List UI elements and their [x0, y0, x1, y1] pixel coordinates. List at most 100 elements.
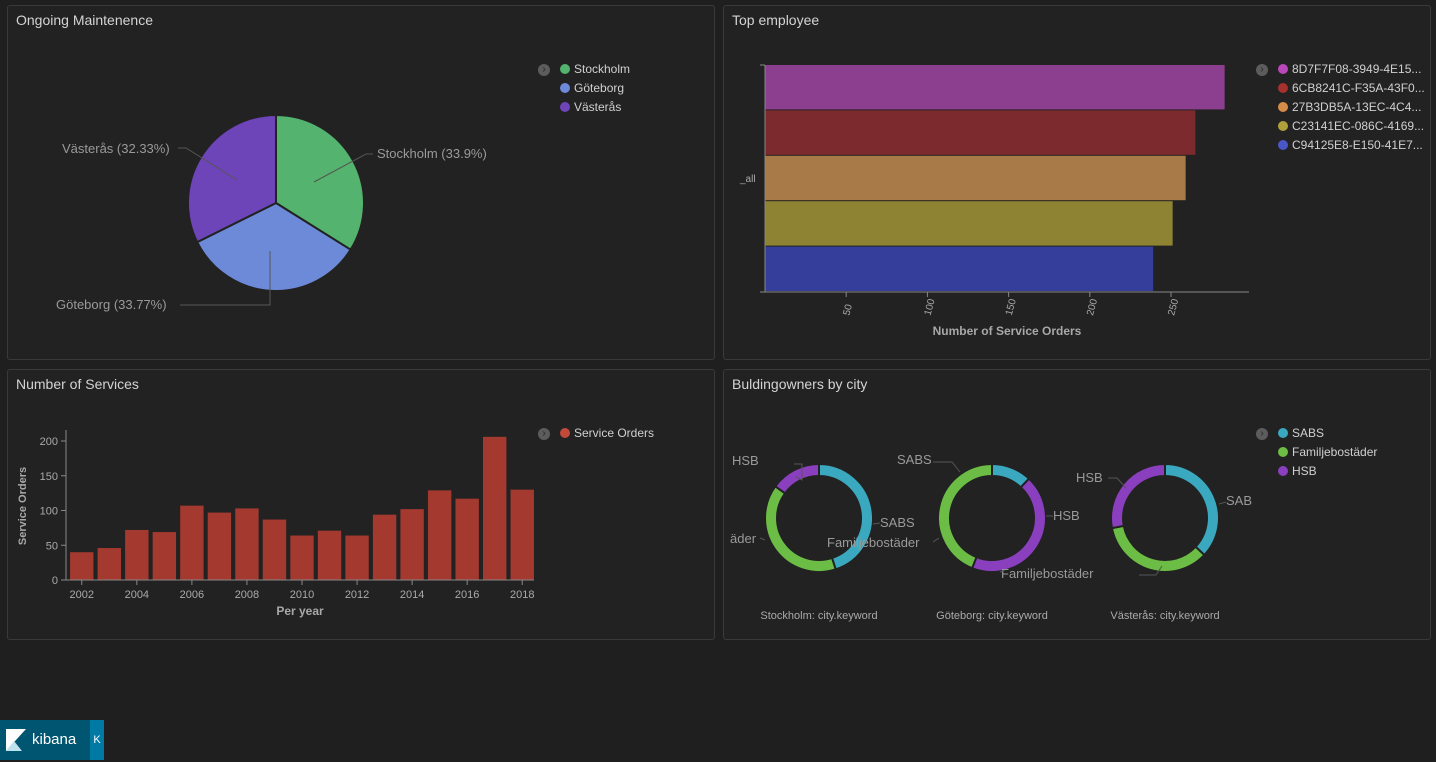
pie-slice	[187, 113, 277, 244]
legend-dot	[1278, 64, 1288, 74]
legend-dot	[1278, 102, 1288, 112]
donut-slice	[1164, 462, 1220, 557]
legend-toggle-icon[interactable]: ›	[538, 428, 550, 440]
bar	[765, 65, 1225, 110]
legend-item[interactable]: 8D7F7F08-3949-4E15...	[1278, 62, 1421, 76]
slice-label: SABS	[897, 452, 932, 467]
donut-caption: Stockholm: city.keyword	[760, 610, 877, 622]
legend-toggle-icon[interactable]: ›	[1256, 64, 1268, 76]
x-axis-title: Number of Service Orders	[933, 324, 1082, 338]
bar	[290, 535, 314, 580]
leader-line	[1108, 477, 1127, 489]
legend-dot	[1278, 466, 1288, 476]
slice-label: Familjebostäder	[1001, 566, 1094, 581]
kibana-label: kibana	[32, 731, 77, 748]
x-tick-label: 2004	[125, 589, 149, 601]
bar	[510, 489, 534, 580]
legend-dot	[1278, 83, 1288, 93]
leader-line	[872, 522, 881, 525]
y-tick-label: 150	[40, 471, 58, 483]
legend-label: Stockholm	[574, 62, 631, 76]
donut-slice	[773, 462, 820, 495]
bar	[180, 505, 204, 580]
y-tick-label: 0	[52, 575, 58, 587]
bar	[70, 552, 94, 580]
bar	[765, 155, 1186, 201]
leader-line	[759, 537, 766, 541]
y-tick-label: 100	[40, 506, 58, 518]
panel-title: Top employee	[732, 12, 820, 28]
panel-title: Buldingowners by city	[732, 376, 868, 392]
legend-label: Västerås	[574, 100, 622, 114]
bar	[207, 512, 232, 580]
leader-line	[794, 463, 803, 481]
x-tick-label: 2010	[290, 589, 314, 601]
legend-dot	[560, 102, 570, 112]
y-axis-title: Service Orders	[17, 467, 29, 545]
leader-line	[180, 251, 271, 306]
donut-slice	[937, 462, 993, 570]
slice-label: HSB	[1053, 508, 1080, 523]
legend-toggle-icon[interactable]: ›	[1256, 428, 1268, 440]
slice-label: äder	[730, 531, 757, 546]
slice-label: Västerås (32.33%)	[62, 141, 170, 156]
x-tick-label: 50	[841, 303, 855, 317]
donut-slice	[818, 462, 874, 571]
collapse-nav-button[interactable]: K	[90, 720, 104, 760]
donut-slice	[764, 484, 837, 573]
legend-dot	[560, 83, 570, 93]
legend-label: Service Orders	[574, 426, 655, 440]
donut-slice	[1110, 524, 1206, 573]
x-tick-label: 2012	[345, 589, 369, 601]
legend-item[interactable]: C94125E8-E150-41E7...	[1278, 138, 1423, 152]
legend-item[interactable]: Service Orders	[560, 426, 654, 440]
legend-item[interactable]: Göteborg	[560, 81, 624, 95]
legend-item[interactable]: HSB	[1278, 464, 1317, 478]
legend-item[interactable]: 27B3DB5A-13EC-4C4...	[1278, 100, 1421, 114]
donut-slice	[1110, 462, 1166, 530]
x-tick-label: 2002	[70, 589, 94, 601]
legend-item[interactable]: C23141EC-086C-4169...	[1278, 119, 1424, 133]
y-tick-label: 200	[40, 436, 58, 448]
legend-item[interactable]: Stockholm	[560, 62, 630, 76]
donut-slice	[970, 477, 1047, 573]
bar	[262, 519, 287, 580]
x-tick-label: 2014	[400, 589, 424, 601]
legend-dot	[560, 64, 570, 74]
leader-line	[178, 147, 238, 181]
legend-item[interactable]: 6CB8241C-F35A-43F0...	[1278, 81, 1425, 95]
bar	[455, 498, 479, 580]
legend-item[interactable]: Västerås	[560, 100, 621, 114]
panel-title: Number of Services	[16, 376, 139, 392]
panel-ongoing-maintenence: Ongoing Maintenence Stockholm (33.9%) Göt…	[7, 5, 715, 360]
bar	[235, 508, 259, 580]
x-tick-label: 2018	[510, 589, 534, 601]
x-tick-label: 2006	[180, 589, 204, 601]
bar	[765, 246, 1154, 291]
x-tick-label: 200	[1085, 297, 1100, 316]
vertical-bar-chart: 0 50 100 150 200 2002 2004 2006 2008 2010 2012 2014…	[17, 430, 534, 618]
bar	[427, 490, 452, 580]
slice-label: HSB	[732, 453, 759, 468]
legend-item[interactable]: SABS	[1278, 426, 1324, 440]
panel-top-employee: Top employee _all 50 100 150 200 250 Number of…	[723, 5, 1431, 360]
x-tick-label: 250	[1166, 297, 1181, 316]
legend: › Stockholm Göteborg Västerås	[538, 62, 698, 132]
horizontal-bar-chart: _all 50 100 150 200 250 Number of Service Orde…	[739, 64, 1249, 338]
legend-dot	[1278, 121, 1288, 131]
slice-label: SABS	[880, 515, 915, 530]
leader-line	[932, 537, 940, 543]
kibana-icon	[6, 729, 26, 751]
bar	[765, 201, 1173, 246]
kibana-logo[interactable]: kibana K	[0, 720, 104, 760]
panel-title: Ongoing Maintenence	[16, 12, 153, 28]
legend-dot	[1278, 140, 1288, 150]
legend-toggle-icon[interactable]: ›	[538, 64, 550, 76]
bar	[317, 530, 342, 580]
x-tick-label: 150	[1004, 297, 1019, 316]
legend-item[interactable]: Familjebostäder	[1278, 445, 1377, 459]
panel-buildingowners-by-city: Buldingowners by city Stockholm: city.ke…	[723, 369, 1431, 640]
bar	[345, 535, 369, 580]
pie-chart: Stockholm (33.9%) Göteborg (33.77%) Väster…	[56, 113, 487, 312]
legend: › 8D7F7F08-3949-4E15... 6CB8241C-F35A-43…	[1256, 62, 1426, 162]
